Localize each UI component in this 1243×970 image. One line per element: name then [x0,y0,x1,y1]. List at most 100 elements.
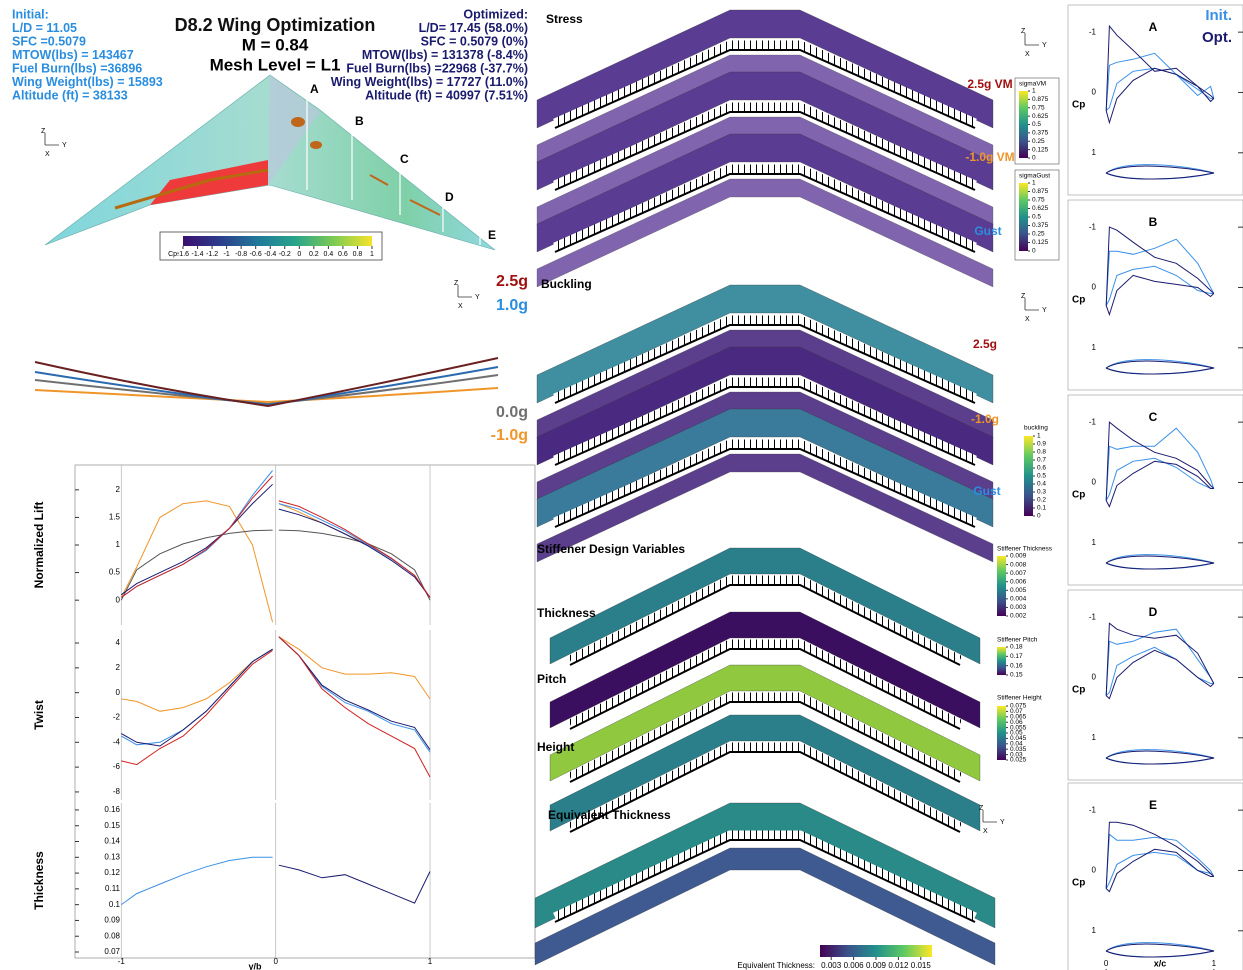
series-line [1105,52,1215,111]
series-line [1105,457,1214,501]
y-tick-label: 1 [1092,538,1097,547]
colorbar-tick-label: -0.6 [250,251,262,258]
section-title: Stress [546,12,583,26]
colorbar-tick-label: 0.075 [1010,703,1027,710]
axis-triad [44,133,59,146]
colorbar-tick-label: 0.8 [353,251,363,258]
series-line [1105,24,1215,111]
colorbar-tick-label: 0.4 [1037,481,1046,488]
triad-label: Y [1000,819,1005,826]
y-tick-label: 0.11 [105,884,121,893]
wing-spar [567,692,963,782]
colorbar-tick-label: 0.25 [1032,138,1045,145]
axis-triad [1024,33,1039,46]
triad-label: Z [979,805,984,812]
colorbar-tick-label: 0.125 [1032,146,1049,153]
y-tick-label: 0 [116,688,121,697]
colorbar-tick-label: 0.03 [1010,751,1023,758]
axis-triad [982,810,997,823]
series-line [1105,848,1214,893]
colorbar-tick-label: 0.009 [866,961,887,970]
optimized-metric: MTOW(lbs) = 131378 (-8.4%) [362,48,528,62]
colorbar-tick-label: 0.015 [911,961,932,970]
y-tick-label: -6 [113,762,121,771]
y-tick-label: -8 [113,787,121,796]
panel-frame [1067,782,1243,970]
wing-skin [536,453,994,563]
triad-label: Y [62,142,67,149]
colorbar-tick-label: 0 [297,251,301,258]
y-tick-label: -1 [1089,27,1097,36]
series-line [278,864,431,904]
triad-label: Z [1021,28,1026,35]
plot-frame [74,464,536,959]
y-tick-label: 0 [1092,866,1097,875]
series-line [1105,833,1215,889]
optimized-metric: Fuel Burn(lbs) =22968 (-37.7%) [346,61,528,75]
surface-feature [291,117,305,127]
case-label: -1.0g VM [965,150,1014,164]
section-label: D [445,190,454,204]
x-axis-label: y/b [248,961,262,970]
colorbar-tick-label: 0.002 [1010,613,1027,620]
colorbar-tick-label: 0.06 [1010,719,1023,726]
colorbar-tick-label: 0 [1032,248,1036,255]
x-tick-label: 1 [428,957,433,966]
colorbar-tick-label: 0.4 [324,251,334,258]
panel-title: D [1149,605,1158,619]
colorbar-tick-label: 0.2 [1037,497,1046,504]
legend-entry: Init. [1205,7,1232,24]
colorbar-tick-label: 0.045 [1010,735,1027,742]
axis-triad [1024,298,1039,311]
colorbar-title: buckling [1024,425,1048,432]
airfoil [1105,360,1215,375]
initial-metric: SFC =0.5079 [12,34,86,48]
triad-label: Y [475,294,480,301]
wing-spar-edge [554,839,976,923]
case-label: -1.0g [971,412,999,426]
title: D8.2 Wing Optimization [175,15,376,35]
panel-title: C [1149,410,1158,424]
case-label: 2.5g [973,337,997,351]
series-line [1105,274,1215,317]
wing-spar-edge [569,648,961,730]
y-tick-label: 0.12 [104,868,120,877]
colorbar-tick-label: 1 [1037,433,1041,440]
colorbar-tick-label: 0.065 [1010,714,1027,721]
colorbar-tick-label: -0.2 [279,251,291,258]
colorbar-tick-label: 0.625 [1032,205,1049,212]
colorbar-title: sigmaVM [1019,81,1046,88]
series-line [1105,460,1214,508]
optimized-metric: Altitude (ft) = 40997 (7.51%) [365,88,528,102]
colorbar-tick-label: 0.003 [821,961,842,970]
panel-frame [1067,394,1243,586]
colorbar-tick-label: 0.8 [1037,449,1046,456]
y-tick-label: 0 [1092,478,1097,487]
wing-spar-edge [569,701,961,783]
colorbar-label: Cp: [168,251,179,258]
initial-metric: MTOW(lbs) = 143467 [12,48,134,62]
series-line [1105,628,1215,696]
surface-feature [310,141,322,149]
colorbar-tick-label: 0.04 [1010,741,1023,748]
load-case-label: -1.0g [491,427,528,444]
series-line [121,483,431,598]
shock-region [150,160,268,205]
series-line [1105,238,1215,306]
colorbar-tick-label: 0.005 [1010,587,1027,594]
x-tick-label: 0 [273,957,278,966]
triad-label: X [45,151,50,158]
colorbar-tick-label: 0.003 [1010,604,1027,611]
section-title: Pitch [537,672,566,686]
series-line [1105,622,1215,696]
colorbar-tick-label: 0.006 [844,961,865,970]
colorbar-tick-label: 0.375 [1032,130,1049,137]
series-line [121,475,431,598]
colorbar-tick-label: 0.012 [888,961,909,970]
section-title: Thickness [537,606,596,620]
y-tick-label: 0 [1092,673,1097,682]
wing-skin [549,714,981,832]
colorbar-title: Stiffener Pitch [997,637,1038,644]
wing-spar [553,315,977,403]
